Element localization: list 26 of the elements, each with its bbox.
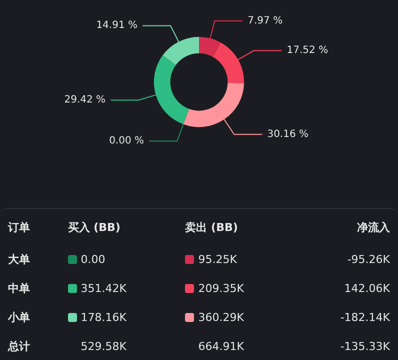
text: 529.58K — [80, 340, 126, 353]
category-label: 订单 — [6, 220, 31, 236]
data-label: 14.91 % — [96, 20, 138, 32]
text: 209.35K — [198, 282, 244, 295]
text: 664.91K — [198, 340, 244, 353]
text: 0.00 % — [109, 136, 144, 147]
text: -135.33K — [340, 340, 390, 353]
category-label: 净流入 — [356, 220, 391, 236]
data-label: 7.97 % — [248, 15, 283, 26]
text: 360.29K — [198, 311, 244, 324]
category-label: 买入 (BB) — [66, 220, 122, 236]
category-label: 卖出 (BB) — [184, 220, 239, 236]
category-label: 小单 — [8, 311, 30, 324]
data-label: 30.16 % — [267, 128, 309, 140]
text: 95.25K — [198, 253, 237, 266]
text: -182.14K — [340, 311, 390, 324]
text: 142.06K — [344, 282, 390, 295]
text: -95.26K — [347, 253, 390, 266]
text: 351.42K — [80, 282, 126, 295]
data-label: 29.42 % — [64, 94, 106, 106]
category-label: 大单 — [8, 253, 30, 266]
data-label: 17.52 % — [286, 45, 328, 56]
category-label: 总计 — [8, 340, 30, 353]
category-label: 中单 — [8, 282, 30, 295]
text: 0.00 — [80, 253, 106, 266]
text: 178.16K — [80, 311, 126, 324]
